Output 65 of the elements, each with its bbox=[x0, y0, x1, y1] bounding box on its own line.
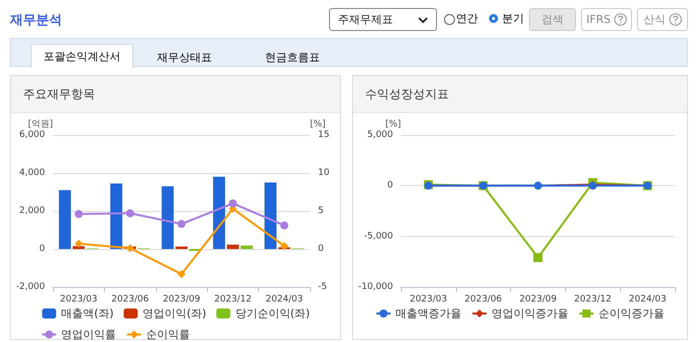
x-tick-label: 2023/09 bbox=[519, 294, 557, 304]
x-tick-label: 2023/03 bbox=[60, 294, 98, 304]
dropdown-field: 주재무제표 bbox=[329, 8, 437, 31]
y-axis-title: [%] bbox=[385, 120, 401, 130]
bar bbox=[213, 176, 226, 249]
point bbox=[178, 270, 186, 278]
point bbox=[74, 240, 83, 248]
x-tick-label: 2023/03 bbox=[410, 294, 448, 304]
legend-label: 순이익률 bbox=[146, 328, 190, 341]
point bbox=[74, 210, 83, 218]
chart-title: 수익성장성지표 bbox=[353, 76, 687, 113]
point bbox=[534, 253, 542, 262]
y2-tick-label: 10 bbox=[318, 168, 330, 178]
legend-label: 영업이익률 bbox=[61, 328, 116, 341]
y2-tick-label: -5 bbox=[318, 282, 327, 292]
legend-label: 매출액증가율 bbox=[396, 307, 462, 320]
chart-title: 주요재무항목 bbox=[11, 76, 340, 113]
y-axis-title: [억원] bbox=[28, 120, 53, 130]
x-tick-label: 2024/03 bbox=[628, 294, 666, 304]
text: 검색 bbox=[529, 8, 576, 31]
y2-tick-label: 0 bbox=[318, 244, 324, 254]
y-tick-label: 4,000 bbox=[19, 168, 46, 178]
text: 재무상태표 bbox=[157, 50, 212, 65]
bar bbox=[240, 246, 253, 249]
legend-label: 순이익증가율 bbox=[598, 307, 664, 320]
legend-label: 영업이익증가율 bbox=[492, 307, 568, 320]
legend-label: 매출액(좌) bbox=[61, 307, 114, 320]
legend-label: 당기순이익(좌) bbox=[235, 307, 310, 320]
bar bbox=[110, 183, 122, 249]
x-tick-label: 2023/12 bbox=[214, 294, 252, 304]
y2-axis-title: [%] bbox=[310, 120, 326, 130]
x-tick-label: 2024/03 bbox=[266, 294, 303, 304]
x-tick-label: 2023/06 bbox=[464, 294, 502, 304]
y-tick-label: 5,000 bbox=[367, 130, 394, 140]
bar bbox=[72, 246, 85, 249]
x-tick-label: 2023/12 bbox=[574, 294, 612, 304]
x-tick-label: 2023/06 bbox=[111, 294, 150, 304]
x-tick-label: 2023/09 bbox=[162, 294, 200, 304]
y2-tick-label: 5 bbox=[318, 206, 324, 216]
y-tick-label: 2,000 bbox=[19, 206, 46, 216]
text: 산식 bbox=[637, 8, 688, 31]
bar bbox=[58, 190, 71, 249]
bar bbox=[162, 186, 174, 249]
y-tick-label: -5,000 bbox=[364, 231, 394, 242]
y-tick-label: -10,000 bbox=[358, 282, 394, 292]
y-tick-label: -2,000 bbox=[16, 282, 46, 292]
y-tick-label: 6,000 bbox=[19, 130, 46, 140]
text: IFRS bbox=[581, 8, 632, 31]
text: 연간 bbox=[456, 11, 478, 26]
point bbox=[126, 244, 134, 252]
text: 현금흐름표 bbox=[265, 50, 320, 65]
point bbox=[280, 221, 288, 230]
point bbox=[126, 209, 134, 218]
point bbox=[228, 199, 237, 208]
text: 분기 bbox=[502, 11, 524, 26]
bar bbox=[264, 182, 276, 249]
text: 포괄손익계산서 bbox=[31, 44, 133, 68]
bar bbox=[226, 244, 239, 249]
legend-label: 영업이익(좌) bbox=[142, 307, 206, 320]
y2-tick-label: 15 bbox=[318, 130, 330, 140]
text: 재무분석 bbox=[10, 12, 62, 29]
point bbox=[280, 242, 288, 250]
y-tick-label: 0 bbox=[39, 244, 46, 254]
point bbox=[178, 220, 186, 228]
y-tick-label: 0 bbox=[387, 180, 394, 191]
